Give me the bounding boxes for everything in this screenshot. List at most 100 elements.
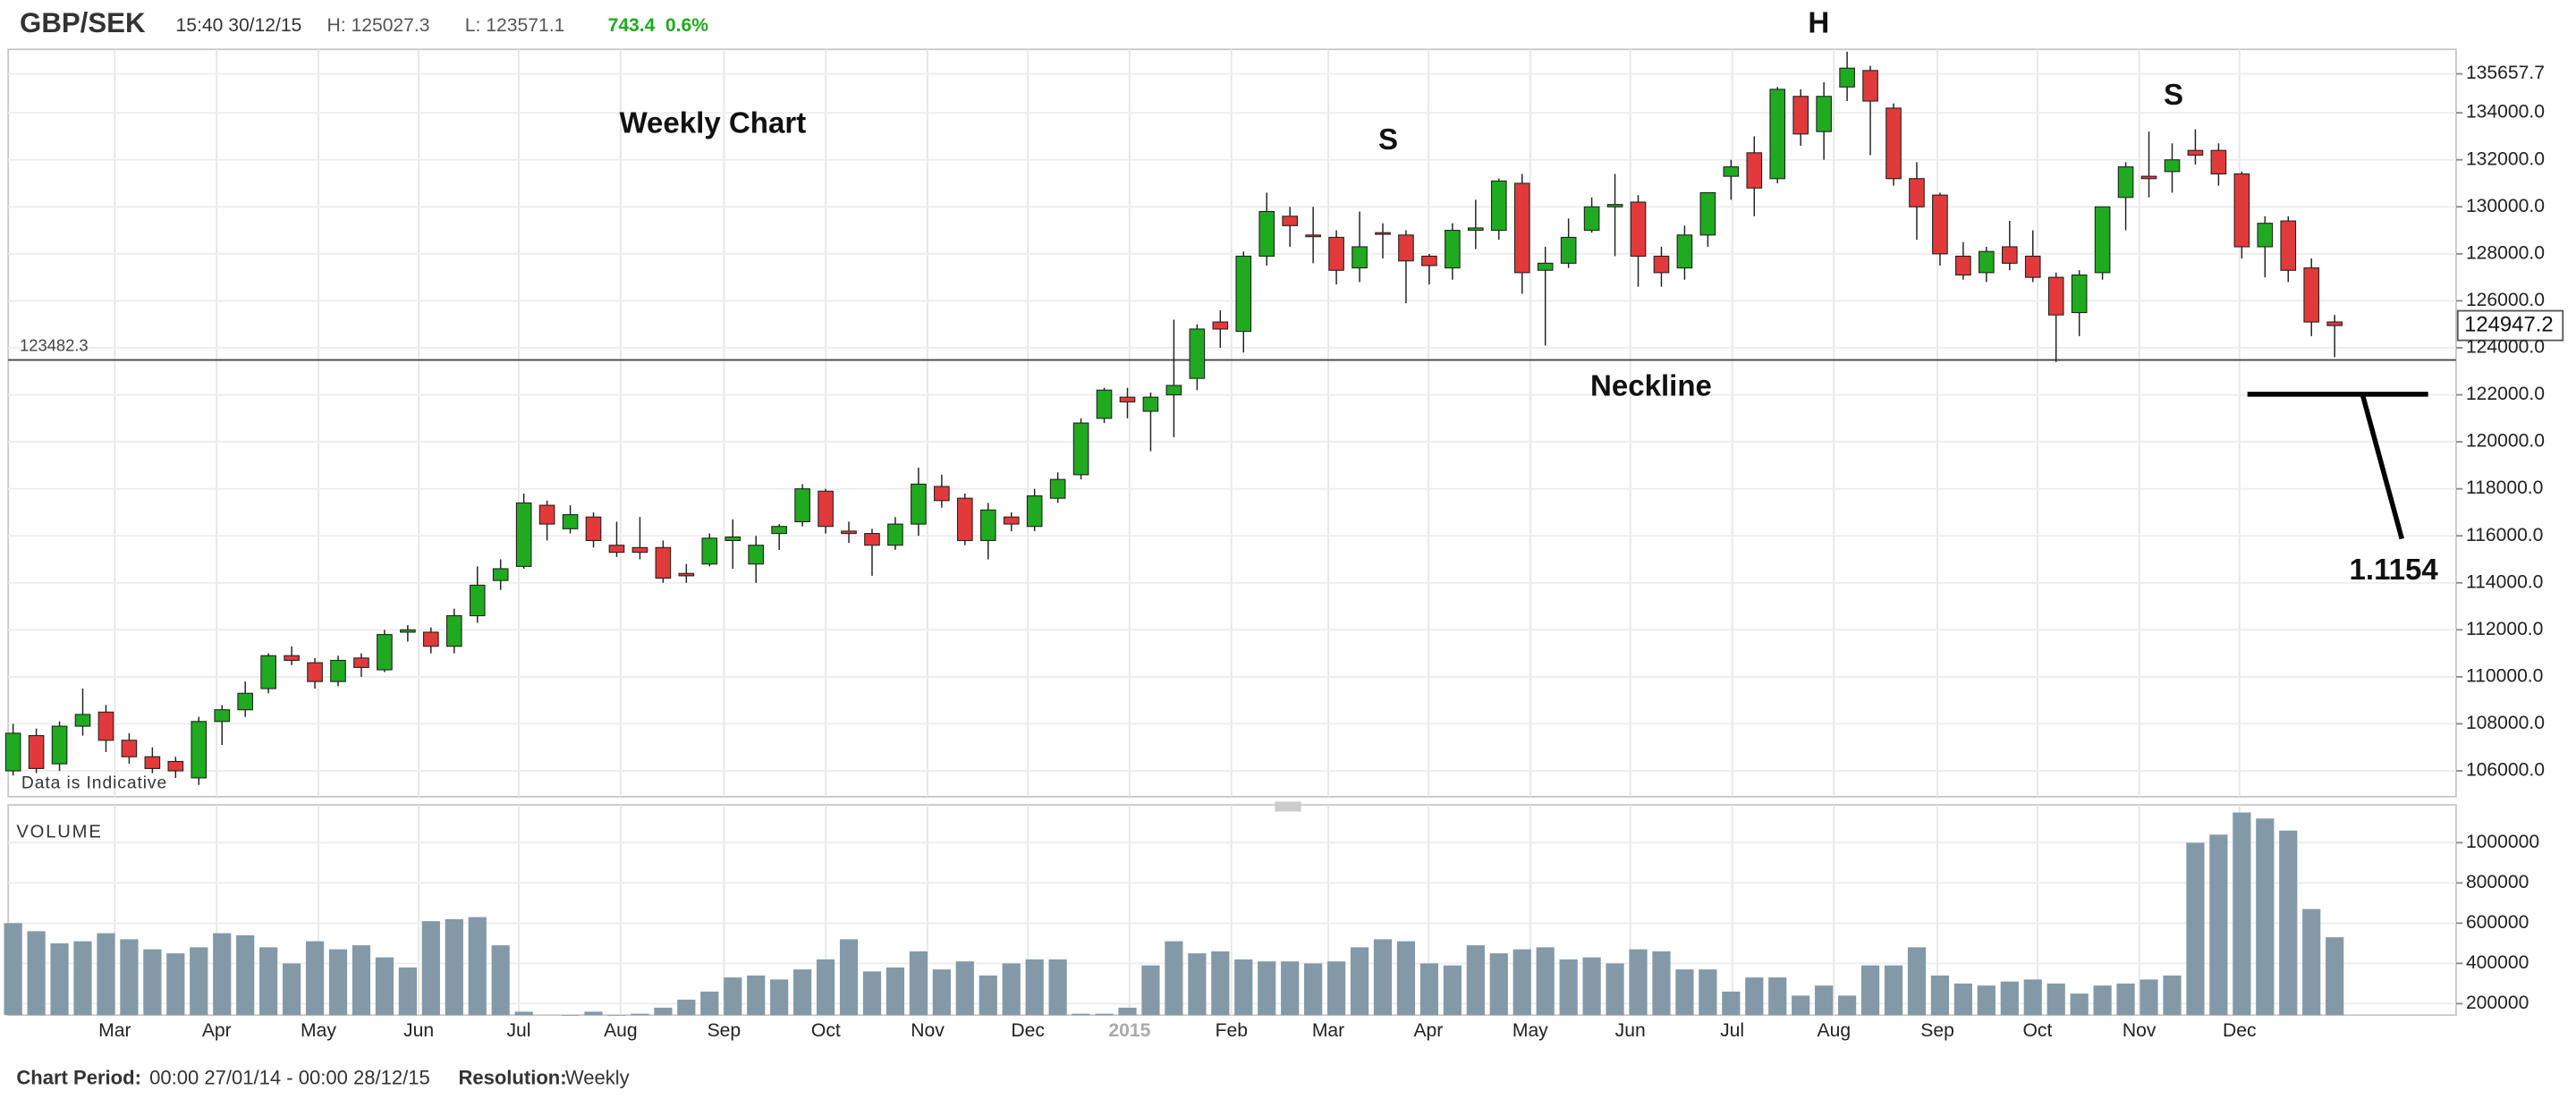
x-tick-label: Oct: [811, 1020, 841, 1041]
x-tick-label: Sep: [1920, 1020, 1954, 1041]
volume-bar: [909, 951, 928, 1016]
y-tick-label: 110000.0: [2466, 665, 2543, 686]
volume-bar: [2116, 983, 2135, 1016]
volume-bar: [932, 969, 951, 1016]
y-tick-label: 135657.7: [2466, 63, 2545, 83]
y-tick-label: 130000.0: [2466, 196, 2545, 216]
volume-bar: [561, 1015, 580, 1016]
change: 743.4: [608, 15, 656, 36]
volume-bar: [4, 923, 22, 1016]
candle-body: [2326, 321, 2343, 326]
volume-bar: [120, 939, 139, 1016]
volume-bar: [421, 921, 440, 1016]
candle-body: [1119, 396, 1136, 402]
candle-body: [1421, 255, 1437, 266]
volume-bar: [97, 933, 115, 1016]
candle-body: [1003, 516, 1020, 525]
volume-bar: [2302, 909, 2321, 1016]
volume-bar: [584, 1011, 603, 1016]
volume-bar: [2070, 993, 2089, 1016]
annotation: S: [1378, 123, 1398, 156]
volume-bar: [2279, 830, 2298, 1016]
x-tick-label: Dec: [2223, 1020, 2257, 1041]
candle-body: [2024, 255, 2041, 278]
volume-bar: [631, 1013, 649, 1016]
volume-bar: [1675, 969, 1694, 1016]
volume-bar: [1048, 959, 1067, 1016]
volume-bar: [2256, 818, 2275, 1016]
candle-body: [191, 721, 208, 779]
neckline-label: 123482.3: [20, 336, 89, 355]
candle-body: [1049, 478, 1066, 499]
candle-body: [1096, 389, 1113, 419]
volume-bar: [1559, 959, 1578, 1016]
volume-bar: [1884, 965, 1903, 1016]
y-tick-label: 108000.0: [2466, 713, 2545, 733]
volume-bar: [50, 943, 69, 1016]
candle-body: [28, 735, 45, 769]
volume-bar: [445, 918, 463, 1016]
volume-bar: [793, 969, 812, 1016]
candle-body: [1583, 206, 1600, 232]
volume-bar: [2209, 834, 2228, 1016]
volume-bar: [1860, 965, 1880, 1016]
candle-body: [771, 526, 787, 535]
volume-bar: [700, 991, 719, 1016]
volume-bar: [305, 941, 325, 1016]
y-tick-label: 112000.0: [2466, 619, 2543, 639]
volume-bar: [1258, 961, 1276, 1016]
candle-body: [330, 659, 346, 682]
candle-body: [2140, 175, 2157, 180]
candle-body: [1282, 216, 1298, 226]
candle-body: [237, 692, 254, 711]
y-tick-label: 1000000: [2466, 832, 2539, 852]
splitter[interactable]: [1275, 801, 1301, 812]
volume-bar: [1025, 959, 1044, 1016]
volume-bar: [1606, 963, 1624, 1016]
x-tick-label: Nov: [911, 1020, 945, 1041]
volume-bar: [1141, 965, 1160, 1016]
volume-bar: [1304, 963, 1323, 1016]
candle-body: [1862, 70, 1878, 102]
volume-bar: [1443, 965, 1462, 1016]
candle-body: [562, 514, 579, 529]
volume-bar: [1350, 947, 1369, 1016]
candle-body: [400, 629, 416, 633]
volume-bar: [839, 939, 859, 1016]
candle-body: [608, 545, 625, 554]
volume-bar: [886, 967, 905, 1016]
volume-bar: [282, 963, 301, 1016]
volume-bar: [1165, 941, 1183, 1016]
volume-bar: [1582, 957, 1601, 1016]
footer-label: Chart Period:: [16, 1067, 141, 1089]
candle-body: [1072, 422, 1089, 476]
candle-body: [1513, 182, 1530, 274]
candle-body: [144, 756, 161, 769]
candle-body: [2001, 246, 2018, 264]
candle-body: [2210, 149, 2227, 175]
x-tick-label: Sep: [708, 1020, 741, 1041]
annotation: Neckline: [1590, 369, 1712, 402]
volume-bar: [1768, 977, 1787, 1016]
y-tick-label: 132000.0: [2466, 148, 2545, 169]
x-tick-label: Apr: [1413, 1020, 1443, 1041]
candle-body: [585, 516, 602, 542]
volume-bar: [1118, 1007, 1137, 1016]
volume-bar: [1326, 961, 1346, 1016]
candle-body: [1212, 321, 1229, 330]
candle-body: [1630, 201, 1647, 258]
candle-body: [2233, 173, 2250, 248]
candle-body: [1305, 234, 1321, 238]
volume-bar: [1489, 953, 1508, 1016]
x-tick-label: Mar: [1312, 1020, 1344, 1041]
volume-bar: [2163, 975, 2182, 1016]
annotation: S: [2164, 79, 2183, 112]
candle-body: [841, 530, 857, 535]
volume-bar: [328, 949, 348, 1016]
candle-body: [1723, 166, 1740, 177]
volume-bar: [1745, 977, 1764, 1016]
candle-body: [121, 740, 138, 757]
volume-bar: [1095, 1013, 1114, 1016]
volume-bar: [398, 967, 417, 1016]
